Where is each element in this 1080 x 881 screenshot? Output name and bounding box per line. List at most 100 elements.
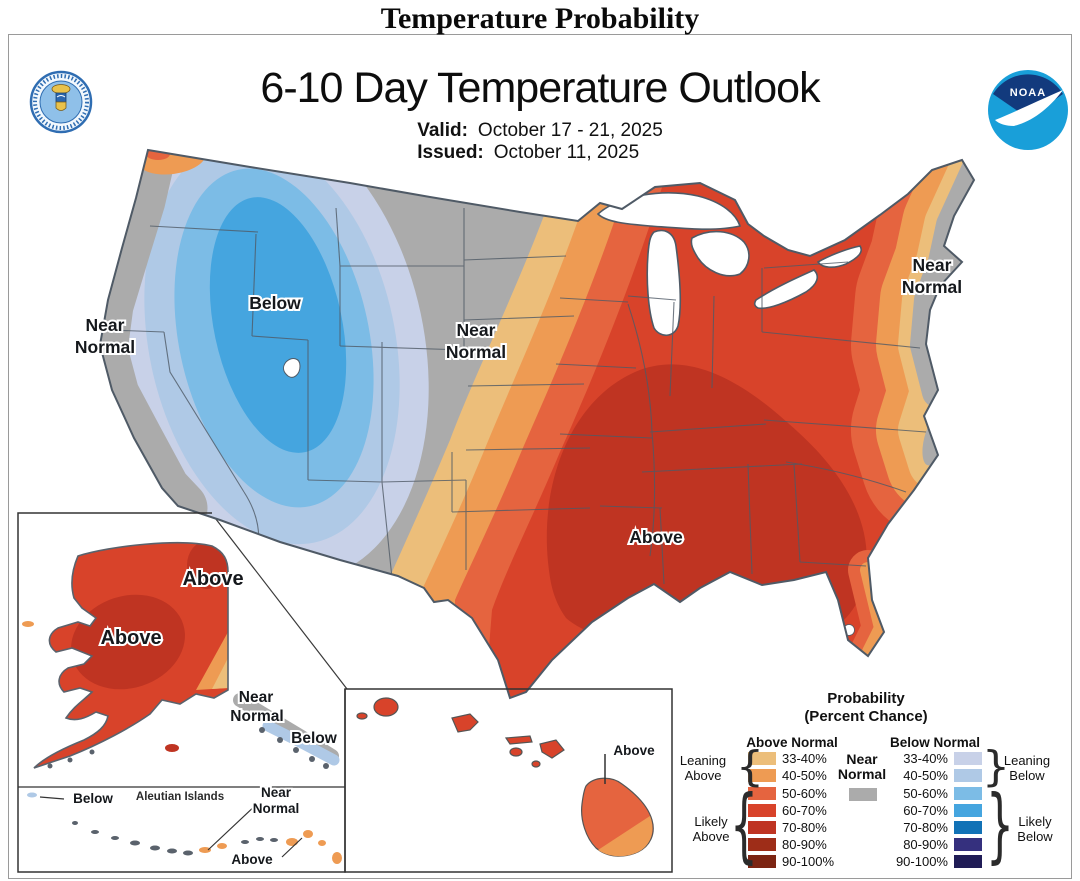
band-below-60-70 [209, 197, 347, 453]
legend-range: 60-70% [903, 803, 948, 818]
valid-label: Valid: [417, 120, 468, 141]
alaska-above-33-40-wedge [212, 658, 228, 689]
legend-range: 33-40% [782, 751, 827, 766]
legend-swatch-above-33-40 [748, 752, 776, 765]
alaska-outline [33, 541, 229, 769]
legend-range: 70-80% [782, 820, 827, 835]
island-maui [539, 739, 565, 759]
legend-title: Probability [827, 690, 905, 707]
legend-subtitle: (Percent Chance) [804, 708, 928, 725]
label-aleutian-above: Above [231, 852, 273, 867]
label-plains-near-normal: Near [457, 320, 496, 340]
label-alaska-below: Below [291, 730, 338, 747]
brace-leaning-below-icon: } [982, 743, 1010, 792]
legend-range: 33-40% [903, 751, 948, 766]
legend-swatch-above-40-50 [748, 769, 776, 782]
legend-swatch-above-90-100 [748, 855, 776, 868]
outer-frame [8, 34, 1072, 879]
label-west-near-normal: Near [86, 315, 125, 335]
noaa-logo-icon: NOAA [988, 70, 1068, 150]
legend-range: 40-50% [903, 768, 948, 783]
aleutian-below-islet [27, 792, 37, 798]
svg-text:Normal: Normal [446, 342, 506, 362]
alaska-above-70-80 [71, 594, 185, 690]
band-above-70-80 [546, 364, 867, 652]
brace-leaning-above-icon: { [736, 743, 764, 792]
issued-value: October 11, 2025 [493, 142, 640, 163]
outlook-title: 6-10 Day Temperature Outlook [260, 64, 820, 112]
legend-likely-above: Likely Above [692, 814, 730, 844]
legend-swatch-above-70-80 [748, 821, 776, 834]
patch-nw-washington-above-40-50 [138, 150, 206, 175]
legend-range: 80-90% [782, 837, 827, 852]
label-hawaii-above: Above [613, 743, 655, 758]
state-borders [109, 207, 927, 585]
island-kahoolawe [531, 760, 541, 768]
legend-swatch-below-40-50 [954, 769, 982, 782]
conus-labels: Near Normal Below Near Normal Above Near… [73, 253, 964, 549]
legend-near-normal: Near Normal [837, 751, 887, 782]
doc-seal-icon [29, 70, 93, 134]
label-west-below: Below [249, 293, 301, 313]
island-kauai [373, 697, 399, 717]
label-alaska-above-ne: Above [182, 568, 243, 590]
lake-erie [753, 269, 819, 310]
legend-swatch-above-60-70 [748, 804, 776, 817]
alaska-above-70-80-ne [187, 542, 227, 589]
alaska-west-islet [22, 621, 34, 627]
island-oahu [451, 713, 479, 733]
issued-label: Issued: [417, 142, 484, 163]
hawaii-islands [356, 697, 654, 857]
alaska-inset: Above Above Near Normal Below [17, 512, 346, 873]
alaska-panhandle-below-40-50 [262, 720, 340, 766]
great-lakes [283, 192, 862, 636]
island-hawaii-40-50 [598, 816, 653, 857]
label-southeast-above: Above [629, 527, 683, 547]
legend-range: 70-80% [903, 820, 948, 835]
label-aleutian-islands: Aleutian Islands [136, 791, 224, 803]
legend-below-header: Below Normal [889, 735, 981, 750]
svg-text:Normal: Normal [75, 337, 135, 357]
legend-swatch-below-90-100 [954, 855, 982, 868]
aleutian-strip: Below Aleutian Islands Near Normal Above [27, 783, 342, 869]
island-niihau [356, 712, 368, 720]
legend-leaning-below: Leaning Below [1003, 753, 1051, 783]
svg-text:Normal: Normal [253, 801, 300, 816]
lake-huron [690, 230, 750, 277]
label-aleutian-below: Below [73, 791, 113, 806]
legend-leaning-above: Leaning Above [679, 753, 727, 783]
hawaii-inset-border [344, 688, 673, 873]
page-title: Temperature Probability [380, 2, 700, 35]
lake-michigan [646, 229, 681, 337]
conus-outline [98, 148, 976, 700]
label-northeast-near-normal: Near [913, 255, 952, 275]
island-lanai [509, 747, 523, 757]
island-molokai [504, 735, 533, 745]
alaska-peninsula-islets [47, 749, 95, 769]
legend-range: 80-90% [903, 837, 948, 852]
legend-range: 50-60% [903, 786, 948, 801]
alaska-panhandle-islands [259, 727, 329, 769]
brace-likely-below-icon: } [986, 778, 1014, 873]
brace-likely-above-icon: { [730, 778, 758, 873]
legend-swatch-below-50-60 [954, 787, 982, 800]
hawaii-inset: Above [344, 688, 673, 873]
kodiak-island [165, 744, 179, 752]
legend-range: 90-100% [895, 854, 948, 869]
legend-swatch-below-60-70 [954, 804, 982, 817]
date-block: Valid: October 17 - 21, 2025 Issued: Oct… [417, 120, 663, 164]
noaa-logo-text: NOAA [1010, 87, 1046, 99]
label-alaska-near-normal: Near [239, 689, 273, 706]
legend-swatch-below-70-80 [954, 821, 982, 834]
legend-likely-below: Likely Below [1017, 814, 1053, 844]
legend-swatch-above-50-60 [748, 787, 776, 800]
legend-swatch-below-80-90 [954, 838, 982, 851]
legend-swatch-below-33-40 [954, 752, 982, 765]
legend-range: 50-60% [782, 786, 827, 801]
legend-above-header: Above Normal [746, 735, 838, 750]
svg-text:Normal: Normal [230, 708, 283, 725]
svg-text:Normal: Normal [902, 277, 962, 297]
valid-value: October 17 - 21, 2025 [477, 120, 663, 141]
legend-range: 90-100% [782, 854, 835, 869]
legend-swatch-above-80-90 [748, 838, 776, 851]
